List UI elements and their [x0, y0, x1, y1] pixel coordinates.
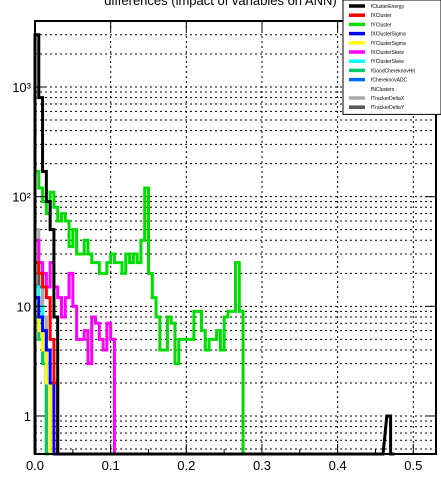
legend-label: fGoodChereknovHit [371, 68, 416, 74]
legend-label: fXClusterSigma [371, 32, 406, 38]
legend-label: fTrackerDeltaX [371, 96, 405, 102]
x-tick-label: 0.4 [329, 458, 347, 473]
x-tick-label: 0.2 [177, 458, 195, 473]
legend-label: fChereknovADC [371, 78, 408, 84]
x-tick-label: 0.5 [404, 458, 422, 473]
legend-label: fClusterEnergy [371, 4, 405, 10]
legend-label: fNClusters [371, 87, 395, 93]
legend-label: fYClusterSigma [371, 41, 406, 47]
legend-label: fXCluster [371, 13, 392, 19]
legend-label: fYCluster [371, 22, 392, 28]
legend: fClusterEnergy fXCluster fYCluster fXCluste… [342, 0, 441, 115]
plot-frame [34, 20, 437, 455]
y-tick-label: 10² [12, 190, 31, 205]
y-tick-label: 1 [24, 409, 31, 424]
series-line-fclusterenergy [33, 33, 395, 456]
x-axis: 0.0 0.1 0.2 0.3 0.4 0.5 [26, 21, 422, 473]
legend-box [342, 0, 441, 115]
x-tick-label: 0.0 [26, 458, 44, 473]
y-tick-label: 10 [17, 299, 31, 314]
y-axis: 1 10 10² 10³ [12, 80, 436, 424]
chart-title: differences (impact of variables on ANN) [104, 0, 337, 8]
x-tick-label: 0.3 [253, 458, 271, 473]
series-line-fycluster [33, 169, 262, 456]
legend-label: fYClusterSkew [371, 59, 404, 65]
legend-label: fXClusterSkew [371, 50, 404, 56]
legend-label: fTrackerDeltaY [371, 105, 405, 111]
x-tick-label: 0.1 [102, 458, 120, 473]
y-tick-label: 10³ [12, 80, 31, 95]
